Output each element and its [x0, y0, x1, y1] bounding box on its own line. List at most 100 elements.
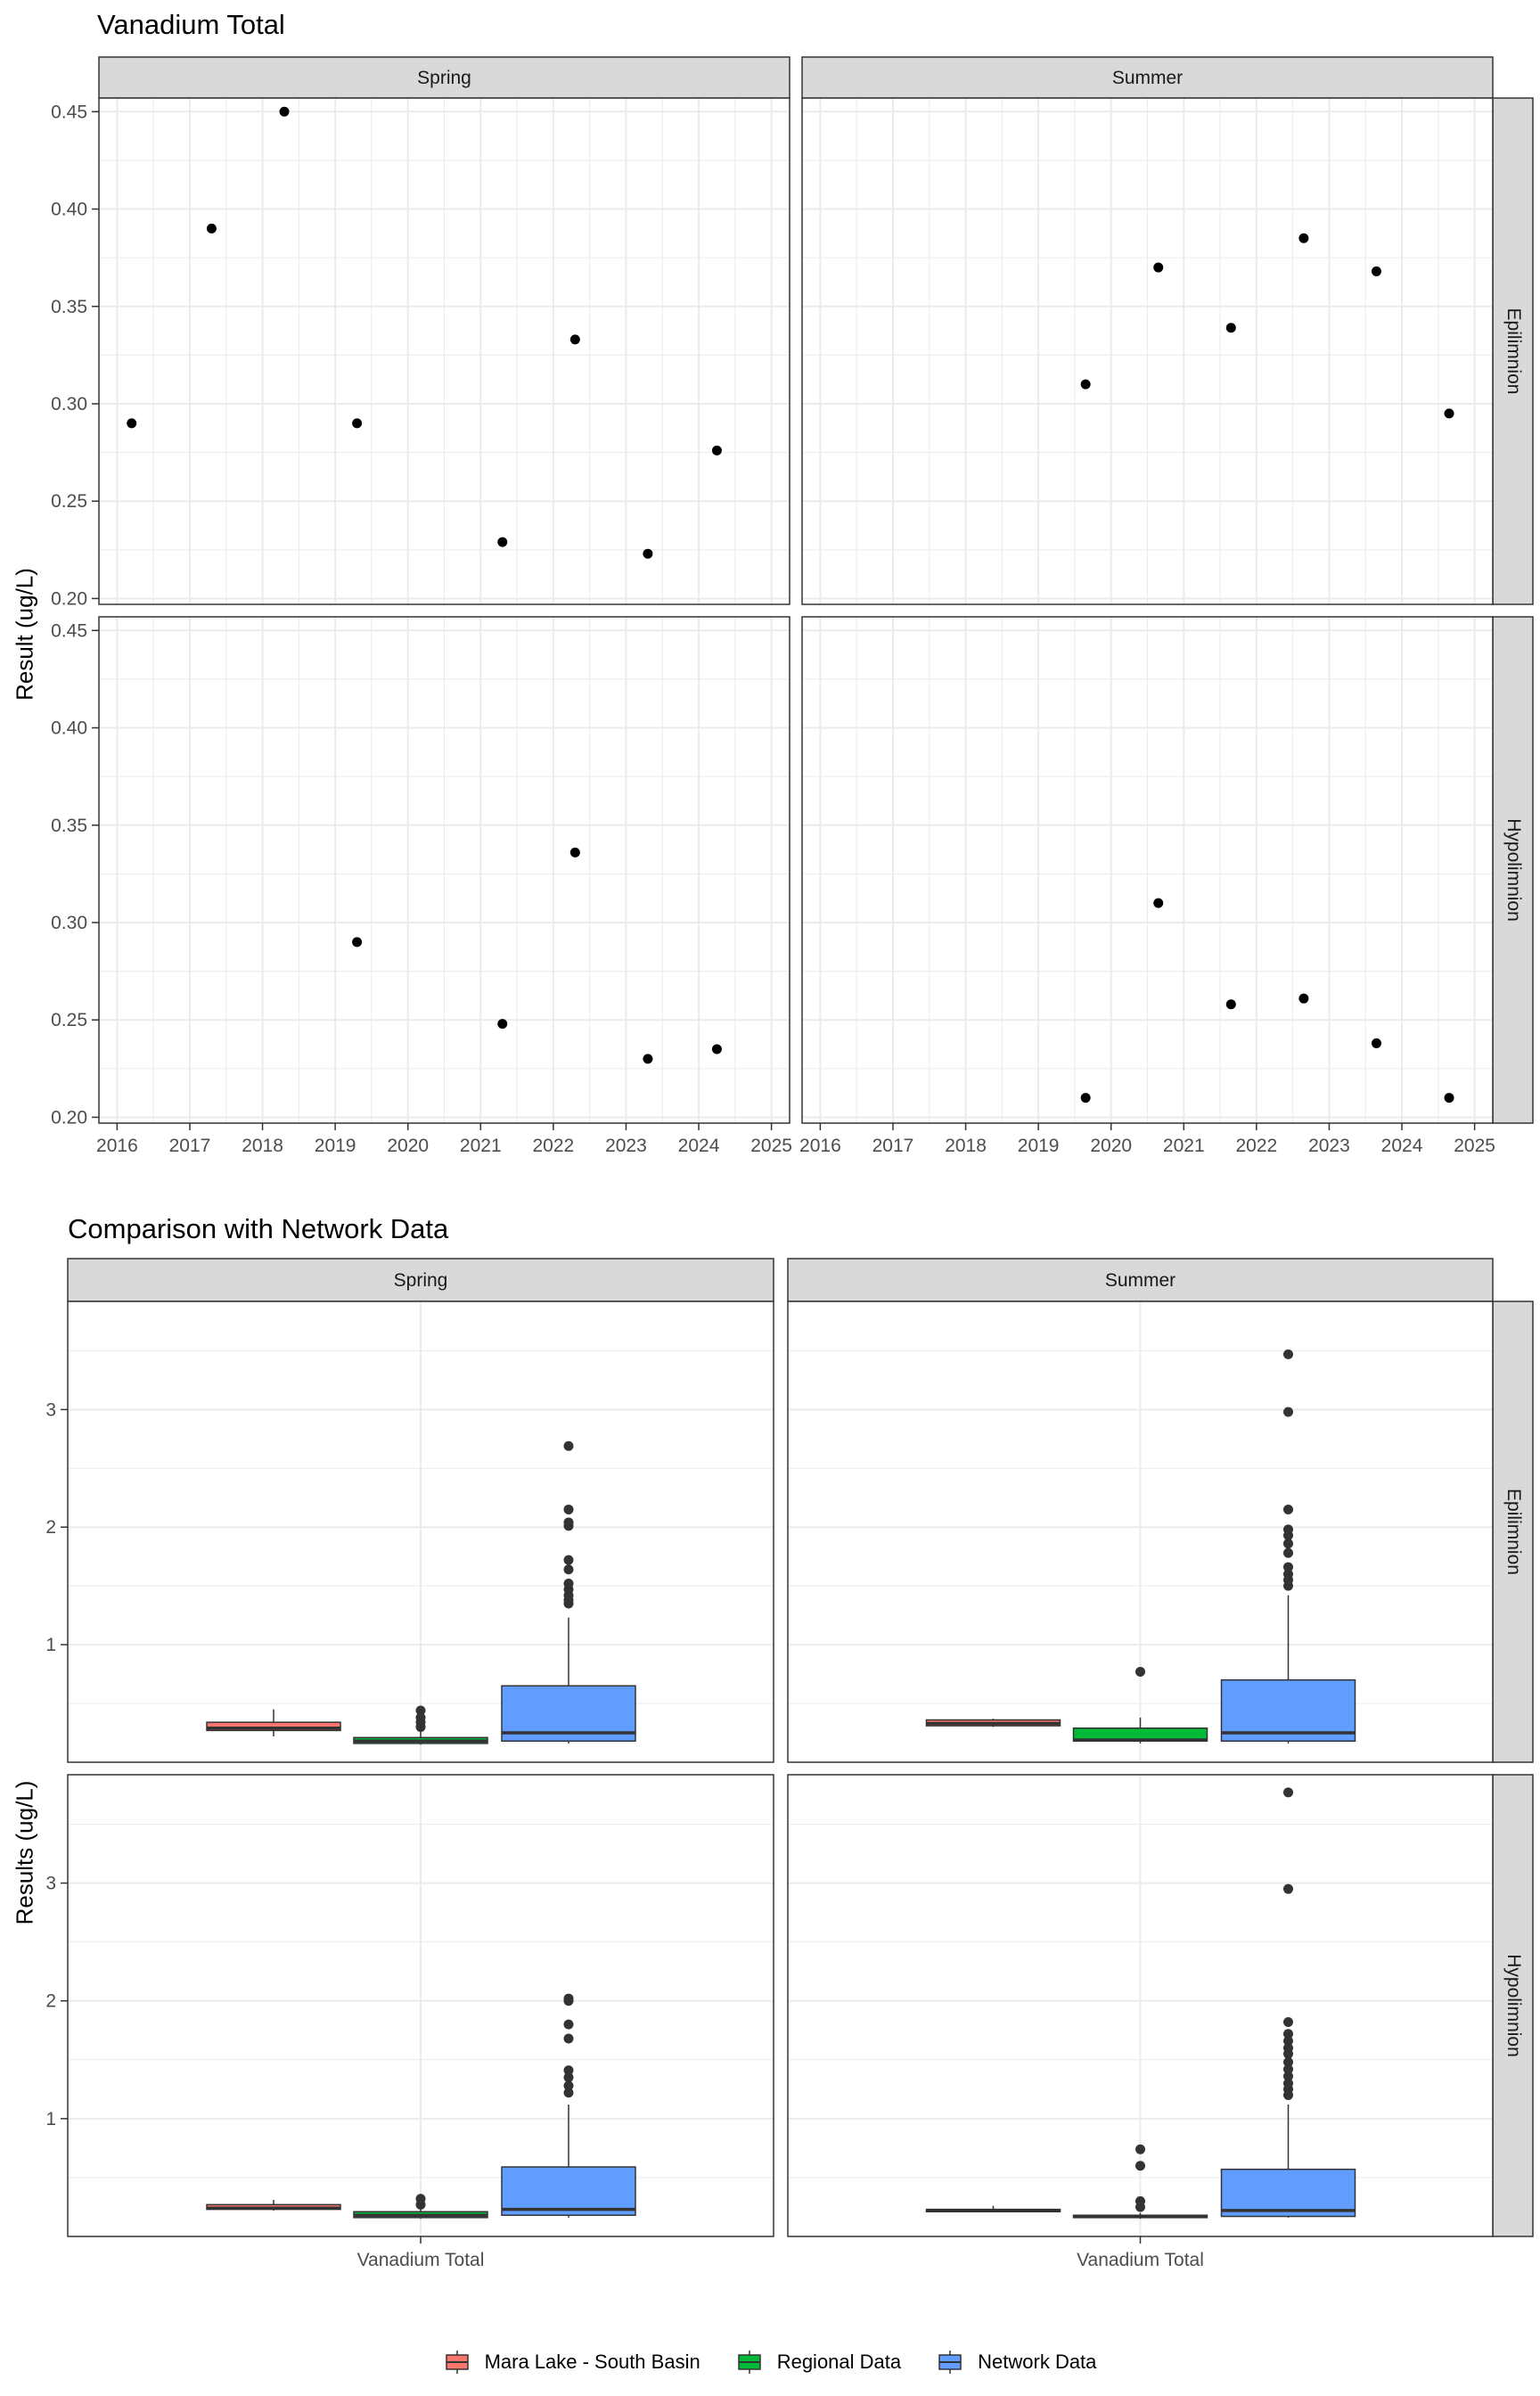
data-point: [711, 1044, 722, 1054]
data-point: [352, 937, 363, 948]
data-point: [1371, 266, 1381, 276]
y-tick-label: 0.30: [51, 913, 87, 933]
data-point: [127, 418, 137, 429]
panel-epilimnion-spring: [98, 97, 790, 605]
legend-label-regional-data: Regional Data: [776, 2351, 902, 2373]
legend-key-glyph: [445, 2351, 469, 2374]
box-facet-strip-label-hypolimnion: Hypolimnion: [1503, 1954, 1524, 2057]
data-point: [643, 548, 653, 559]
x-tick-label: 2021: [1163, 1136, 1205, 1156]
box-mara-lake-south-basin: [206, 1709, 341, 1736]
box-regional-data: [1072, 1666, 1208, 1744]
x-tick-label: 2020: [1090, 1136, 1132, 1156]
y-tick-label: 0.30: [51, 394, 87, 414]
data-point: [1298, 993, 1309, 1004]
box-y-tick-label: 1: [45, 2109, 56, 2129]
x-tick-label: 2025: [750, 1136, 792, 1156]
legend-key-glyph: [737, 2351, 761, 2374]
box-regional-data: [353, 1705, 488, 1745]
data-point: [1225, 323, 1236, 333]
y-tick-label: 0.40: [51, 200, 87, 220]
outlier-point: [1135, 2144, 1145, 2154]
data-point: [1371, 1038, 1381, 1048]
box-y-tick-label: 2: [45, 1517, 56, 1538]
outlier-point: [1283, 2029, 1293, 2039]
y-tick-label: 0.20: [51, 588, 87, 609]
facet-strip-epilimnion: [1492, 97, 1534, 605]
legend-key-mara-lake: [444, 2351, 471, 2374]
outlier-point: [1283, 1504, 1293, 1514]
data-point: [206, 223, 217, 234]
legend: Mara Lake - South Basin Regional Data Ne…: [0, 2343, 1540, 2382]
data-point: [711, 445, 722, 455]
box-facet-chart: Spring Summer Epilimnion Hypolimnion 1 2 3 1 2 3 V…: [45, 1258, 1534, 2270]
outlier-point: [563, 1555, 574, 1565]
data-point: [279, 106, 290, 117]
x-tick-label: 2019: [315, 1136, 356, 1156]
data-point: [352, 418, 363, 429]
box-network-data-iqr-box: [501, 2166, 636, 2216]
legend-item-network-data: Network Data: [937, 2351, 1096, 2374]
box-network-data-iqr-box: [1220, 2168, 1356, 2218]
outlier-point: [415, 1712, 426, 1723]
box-mara-lake-south-basin: [925, 1719, 1061, 1727]
x-tick-label: 2025: [1454, 1136, 1495, 1156]
outlier-point: [1283, 1349, 1293, 1359]
y-tick-label: 0.20: [51, 1107, 87, 1128]
outlier-point: [563, 2080, 574, 2091]
data-point: [1225, 999, 1236, 1010]
box-mara-lake-south-basin-iqr-box: [206, 1721, 341, 1732]
facet-strip-label-spring: Spring: [417, 68, 471, 88]
outlier-point: [1283, 1407, 1293, 1417]
legend-item-mara-lake: Mara Lake - South Basin: [444, 2351, 700, 2374]
box-panel-hypolimnion-spring: [67, 1774, 774, 2237]
outlier-point: [1283, 2064, 1293, 2074]
data-point: [569, 847, 580, 857]
outlier-point: [563, 2065, 574, 2076]
data-point: [1153, 898, 1164, 908]
outlier-point: [1135, 2161, 1145, 2171]
box-mara-lake-south-basin: [206, 2200, 341, 2211]
outlier-point: [1283, 2078, 1293, 2088]
data-point: [1298, 233, 1309, 243]
outlier-point: [563, 1440, 574, 1451]
box-network-data: [1220, 1349, 1356, 1744]
data-point: [1444, 1093, 1454, 1104]
scatter-facet-chart: Spring Summer Epilimnion Hypolimnion 0.20 0.2…: [51, 56, 1534, 1156]
x-tick-label: 2016: [96, 1136, 138, 1156]
data-point: [1153, 262, 1164, 273]
legend-label-network-data: Network Data: [978, 2351, 1097, 2373]
box-facet-strip-hypolimnion: [1492, 1774, 1534, 2237]
box-panel-epilimnion-summer: [787, 1301, 1494, 1763]
box-x-tick-label: Vanadium Total: [1077, 2250, 1204, 2270]
box-facet-strip-label-summer: Summer: [1105, 1270, 1175, 1291]
box-y-tick-label: 2: [45, 1991, 56, 2012]
box-panel-epilimnion-summer-border: [787, 1301, 1494, 1763]
data-point: [569, 334, 580, 345]
legend-key-network-data: [937, 2351, 963, 2374]
box-facet-strip-summer: [787, 1258, 1494, 1302]
outlier-point: [563, 1579, 574, 1589]
y-tick-label: 0.25: [51, 491, 87, 512]
x-tick-label: 2016: [799, 1136, 841, 1156]
box-regional-data: [353, 2194, 488, 2220]
box-y-tick-label: 3: [45, 1874, 56, 1894]
x-tick-label: 2017: [169, 1136, 211, 1156]
x-tick-label: 2024: [678, 1136, 720, 1156]
box-facet-strip-epilimnion: [1492, 1301, 1534, 1763]
box-facet-strip-label-spring: Spring: [394, 1270, 448, 1291]
outlier-point: [1283, 2043, 1293, 2054]
outlier-point: [415, 2194, 426, 2204]
outlier-point: [1283, 2017, 1293, 2027]
outlier-point: [563, 2019, 574, 2030]
outlier-point: [563, 2072, 574, 2083]
panel-hypolimnion-summer-border: [801, 616, 1494, 1124]
box-network-data: [501, 1993, 636, 2218]
box-chart-title: Comparison with Network Data: [68, 1213, 449, 1244]
box-panel-epilimnion-spring: [67, 1301, 774, 1763]
outlier-point: [1283, 2036, 1293, 2047]
data-point: [1444, 408, 1454, 419]
x-tick-label: 2021: [460, 1136, 502, 1156]
data-point: [497, 537, 508, 547]
box-y-tick-label: 3: [45, 1399, 56, 1420]
